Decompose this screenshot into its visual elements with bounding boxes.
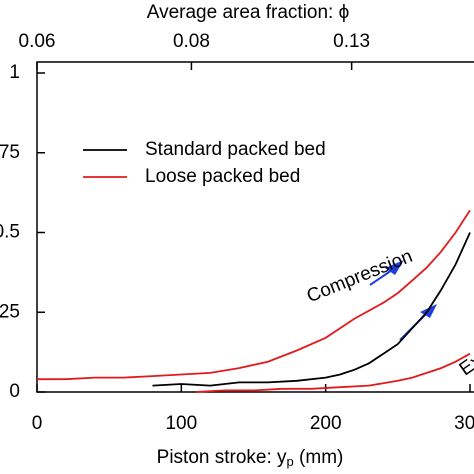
series-line [37, 209, 471, 381]
y-tick-label: 0.25 [0, 301, 20, 322]
x-tick-label: 200 [310, 413, 342, 434]
series-line [195, 352, 471, 393]
y-tick-label: 1 [9, 62, 20, 83]
x-tick-label: 300 [454, 413, 474, 434]
top-axis-title: Average area fraction: ϕ [147, 2, 350, 23]
x2-tick-label: 0.08 [173, 31, 210, 52]
annotation: Compression [304, 246, 416, 307]
x-axis-label: Piston stroke: yp (mm) [157, 447, 344, 469]
x-label-text: Piston stroke: y [157, 447, 287, 468]
x2-tick-label: 0.13 [333, 31, 370, 52]
x-tick-label: 0 [32, 413, 43, 434]
annotation: Expansion [456, 312, 474, 380]
x-label-sub: p [287, 454, 294, 469]
arrow-shaft [369, 267, 396, 286]
plot-frame [36, 61, 474, 393]
y-tick-label: 0.5 [0, 222, 20, 243]
y-tick-label: 0 [9, 381, 20, 402]
legend-label: Loose packed bed [145, 166, 300, 187]
legend-label: Standard packed bed [145, 139, 326, 160]
series-line [152, 232, 471, 387]
x2-tick-label: 0.06 [19, 31, 56, 52]
x-label-rest: (mm) [294, 447, 344, 468]
y-tick-label: 0.75 [0, 142, 20, 163]
x-tick-label: 100 [165, 413, 197, 434]
